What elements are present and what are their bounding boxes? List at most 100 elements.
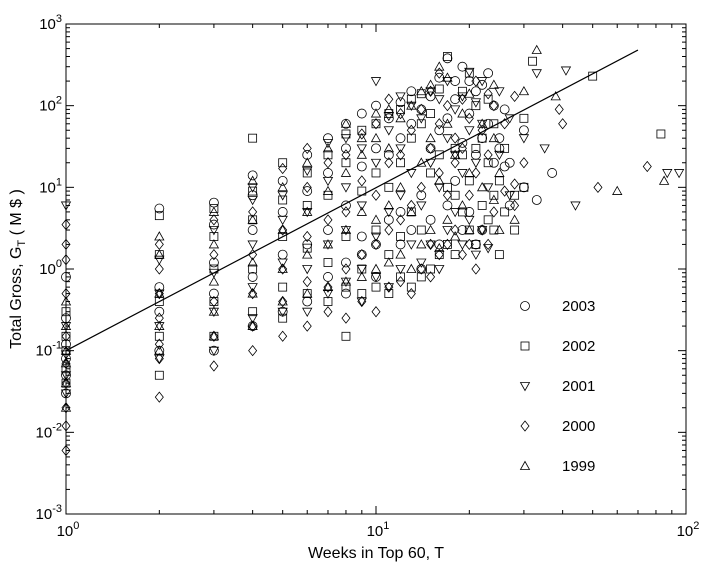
data-point — [322, 239, 334, 249]
data-point — [383, 143, 395, 153]
data-point — [488, 157, 499, 168]
data-point — [458, 150, 467, 160]
data-point — [302, 168, 312, 178]
data-point — [504, 200, 515, 211]
data-point — [499, 104, 510, 115]
data-point — [518, 85, 530, 96]
data-point — [416, 263, 426, 275]
data-point — [277, 191, 288, 201]
data-point — [248, 264, 258, 274]
data-point — [494, 150, 505, 161]
data-point — [356, 132, 367, 143]
data-point — [356, 297, 367, 307]
data-point — [278, 162, 288, 175]
data-point — [519, 157, 529, 169]
x-axis-label: Weeks in Top 60, T — [308, 545, 444, 562]
data-point — [323, 133, 333, 144]
data-point — [434, 118, 444, 130]
data-point — [482, 244, 494, 254]
data-point — [154, 288, 165, 298]
data-point — [341, 158, 351, 168]
data-point — [531, 44, 542, 54]
data-point — [302, 243, 312, 253]
data-point — [322, 139, 334, 149]
data-point — [302, 142, 312, 155]
data-point — [458, 86, 467, 96]
data-point — [483, 68, 494, 79]
x-tick-label-exponent: 2 — [693, 520, 699, 532]
data-point — [323, 306, 333, 318]
data-point — [416, 258, 427, 268]
data-point — [483, 238, 493, 251]
legend-marker — [520, 341, 530, 351]
y-tick-label-base: 10 — [39, 179, 56, 196]
data-point — [426, 238, 436, 251]
data-point — [322, 185, 334, 195]
y-tick-label: 102 — [39, 95, 62, 115]
data-point — [434, 242, 445, 253]
data-point — [154, 391, 164, 403]
data-point — [247, 170, 258, 181]
data-point — [443, 182, 452, 192]
data-point — [322, 289, 334, 299]
data-point — [277, 296, 288, 306]
legend-label: 2001 — [562, 378, 595, 395]
data-point — [61, 364, 71, 374]
data-point — [442, 100, 452, 112]
data-point — [356, 144, 367, 154]
data-point — [357, 248, 367, 261]
data-point — [61, 218, 71, 231]
data-point — [278, 224, 288, 236]
data-point — [248, 345, 258, 357]
data-point — [370, 108, 382, 118]
fit-line — [65, 49, 639, 352]
data-point — [60, 322, 72, 332]
data-point — [442, 226, 453, 236]
data-point — [323, 225, 333, 235]
data-point — [464, 68, 474, 78]
data-point — [395, 92, 406, 102]
data-point — [154, 263, 164, 275]
data-point — [406, 133, 416, 143]
data-point — [371, 282, 381, 292]
data-point — [450, 157, 460, 169]
data-point — [209, 288, 219, 299]
data-point — [341, 232, 351, 241]
y-tick-label-exponent: -1 — [52, 340, 62, 352]
data-point — [510, 199, 520, 212]
data-point — [154, 352, 164, 365]
data-point — [60, 377, 72, 388]
data-point — [396, 214, 406, 226]
legend-item-2002: 2002 — [520, 338, 595, 355]
data-point — [477, 133, 487, 143]
data-point — [322, 176, 334, 187]
data-point — [531, 195, 542, 205]
data-point — [370, 232, 382, 242]
data-point — [658, 175, 670, 185]
data-point — [449, 150, 461, 161]
data-point — [442, 53, 453, 64]
data-point — [464, 215, 475, 226]
data-point — [341, 282, 351, 292]
data-point — [425, 240, 436, 250]
data-point — [395, 133, 406, 144]
data-point — [449, 208, 461, 218]
data-point — [322, 143, 334, 153]
data-point — [60, 402, 72, 412]
data-point — [416, 181, 426, 193]
data-point — [340, 118, 352, 128]
data-point — [519, 113, 529, 123]
data-point — [248, 320, 258, 332]
data-point — [357, 289, 367, 298]
y-tick-label-base: 10 — [36, 506, 53, 523]
data-point — [406, 287, 416, 300]
data-point — [371, 225, 381, 235]
series-1999 — [60, 44, 670, 412]
data-point — [208, 306, 220, 316]
legend-marker — [519, 382, 531, 392]
data-point — [477, 124, 487, 136]
data-point — [395, 239, 406, 250]
data-point — [560, 66, 572, 76]
legend-item-2003: 2003 — [520, 298, 595, 315]
